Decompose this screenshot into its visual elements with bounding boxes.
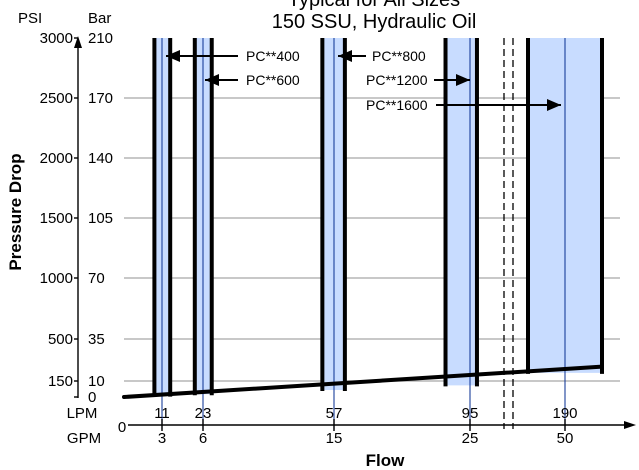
x-tick-label-gpm: 6 xyxy=(199,430,207,447)
y-tick-label-bar: 35 xyxy=(88,331,105,348)
x-unit-gpm: GPM xyxy=(67,430,101,447)
y-axis-arrow xyxy=(74,36,82,48)
series-label-pc400: PC**400 xyxy=(246,48,300,64)
y-tick-label-psi: 500 xyxy=(48,331,73,348)
flow-band-pc1200 xyxy=(445,38,477,386)
series-arrow-pc600-head xyxy=(205,74,219,86)
chart-title-line-2: 150 SSU, Hydraulic Oil xyxy=(272,11,477,33)
y-tick-label-bar: 170 xyxy=(88,90,113,107)
x-unit-lpm: LPM xyxy=(67,405,98,422)
y-tick-label-bar: 70 xyxy=(88,270,105,287)
series-label-pc800: PC**800 xyxy=(372,48,426,64)
x-tick-label-gpm: 3 xyxy=(158,430,166,447)
series-labels: PC**400 PC**600 PC**800 PC**1200 PC**1600 xyxy=(166,48,561,113)
series-arrow-pc1600-head xyxy=(547,99,561,111)
pressure-drop-curve xyxy=(122,364,604,399)
x-tick-label-lpm: 23 xyxy=(195,405,212,422)
x-tick-label-gpm: 15 xyxy=(326,430,343,447)
flow-bands xyxy=(152,38,604,429)
y-tick-label-psi: 3000 xyxy=(40,30,73,47)
x-tick-label-lpm: 11 xyxy=(154,405,170,422)
pressure-drop-line xyxy=(122,364,604,399)
y-tick-label-psi: 150 xyxy=(48,373,73,390)
y-unit-psi: PSI xyxy=(18,10,42,27)
series-label-pc1600: PC**1600 xyxy=(366,97,428,113)
series-label-pc1200: PC**1200 xyxy=(366,72,428,88)
chart-title-line-1: Typical for All Sizes xyxy=(288,0,460,11)
y-tick-label-psi: 1000 xyxy=(40,270,73,287)
y-tick-label-bar: 0 xyxy=(88,389,96,406)
x-tick-label-gpm: 50 xyxy=(557,430,574,447)
series-arrow-pc800-head xyxy=(338,50,352,62)
y-tick-label-psi: 2000 xyxy=(40,150,73,167)
series-arrow-pc1200-head xyxy=(456,74,470,86)
x-tick-label-lpm: 95 xyxy=(462,405,479,422)
y-axis-title: Pressure Drop xyxy=(6,153,25,270)
y-tick-label-bar: 140 xyxy=(88,150,113,167)
x-origin-gpm: 0 xyxy=(118,419,126,436)
y-tick-label-psi: 1500 xyxy=(40,210,73,227)
y-tick-label-bar: 10 xyxy=(88,373,105,390)
series-arrow-pc400-head xyxy=(166,50,180,62)
series-label-pc600: PC**600 xyxy=(246,72,300,88)
y-tick-label-bar: 105 xyxy=(88,210,113,227)
x-axis-arrow xyxy=(624,421,636,429)
y-tick-label-bar: 210 xyxy=(88,30,113,47)
y-unit-bar: Bar xyxy=(88,10,111,27)
x-tick-label-lpm: 57 xyxy=(326,405,343,422)
x-axis-title: Flow xyxy=(366,451,405,470)
x-tick-label-gpm: 25 xyxy=(462,430,479,447)
x-tick-label-lpm: 190 xyxy=(552,405,577,422)
y-tick-label-psi: 2500 xyxy=(40,90,73,107)
